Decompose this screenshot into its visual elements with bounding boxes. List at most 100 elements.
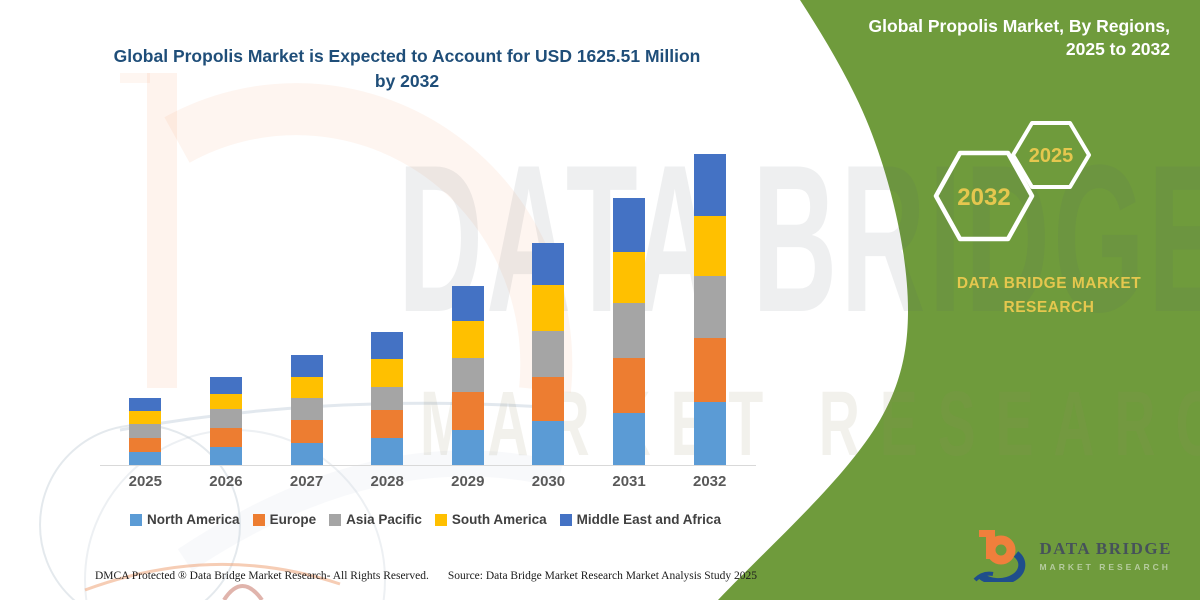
legend-item-south-america: South America [434, 512, 547, 527]
segment-2027-middle-east-and-africa [290, 355, 323, 377]
segment-2026-asia-pacific [209, 409, 242, 429]
bar-slot-2028 [347, 154, 428, 465]
hexagon-2032-label: 2032 [957, 184, 1010, 211]
legend-label: North America [147, 512, 240, 527]
x-axis-label-2030: 2030 [531, 473, 566, 490]
legend-label: Middle East and Africa [576, 512, 721, 527]
segment-2025-north-america [129, 452, 162, 465]
legend-item-north-america: North America [130, 512, 240, 527]
legend-label: Asia Pacific [346, 512, 422, 527]
legend-label: South America [451, 512, 547, 527]
panel-brand-text: DATA BRIDGE MARKET RESEARCH [956, 275, 1142, 317]
legend-swatch [434, 513, 447, 526]
chart-title: Global Propolis Market is Expected to Ac… [113, 46, 701, 91]
legend-swatch [252, 513, 265, 526]
stacked-bar-2025 [129, 398, 162, 465]
segment-2032-asia-pacific [693, 275, 726, 338]
segment-2027-asia-pacific [290, 398, 323, 420]
stacked-bar-2027 [290, 355, 323, 465]
segment-2030-middle-east-and-africa [532, 243, 565, 286]
segment-2025-middle-east-and-africa [129, 398, 162, 411]
segment-2028-europe [371, 410, 404, 438]
legend-swatch [329, 513, 342, 526]
segment-2026-europe [209, 428, 242, 447]
segment-2025-south-america [129, 411, 162, 424]
segment-2029-asia-pacific [451, 357, 484, 392]
segment-2030-south-america [532, 285, 565, 332]
segment-2026-middle-east-and-africa [209, 377, 242, 395]
segment-2031-europe [613, 358, 646, 413]
bar-slot-2025 [105, 154, 186, 465]
segment-2025-asia-pacific [129, 424, 162, 438]
segment-2027-north-america [290, 443, 323, 465]
stacked-bar-2032 [693, 154, 726, 465]
x-axis-label-2025: 2025 [128, 473, 162, 490]
legend-swatch [130, 513, 143, 526]
segment-2029-europe [451, 391, 484, 430]
bar-slot-2030 [508, 154, 589, 465]
segment-2028-north-america [371, 438, 404, 465]
segment-2032-south-america [693, 216, 726, 276]
segment-2031-north-america [613, 413, 646, 465]
segment-2029-south-america [451, 320, 484, 358]
segment-2028-middle-east-and-africa [371, 332, 404, 360]
segment-2029-north-america [451, 430, 484, 465]
segment-2028-south-america [371, 359, 404, 388]
x-axis-label-2026: 2026 [209, 473, 243, 490]
segment-2032-middle-east-and-africa [693, 154, 726, 217]
bar-slot-2029 [428, 154, 509, 465]
stacked-bar-2031 [613, 198, 646, 465]
x-axis-line [100, 465, 756, 466]
segment-2030-europe [532, 377, 565, 421]
x-axis-label-2029: 2029 [451, 473, 485, 490]
plot-area [105, 154, 750, 465]
segment-2030-north-america [532, 421, 565, 465]
dmca-text: DMCA Protected ® Data Bridge Market Rese… [95, 570, 429, 582]
legend-item-asia-pacific: Asia Pacific [329, 512, 422, 527]
x-axis-label-2028: 2028 [370, 473, 404, 490]
segment-2032-north-america [693, 401, 726, 465]
segment-2028-asia-pacific [371, 387, 404, 411]
x-axis-label-2031: 2031 [612, 473, 646, 490]
logo-subtext: MARKET RESEARCH [1039, 561, 1171, 572]
legend: North America Europe Asia Pacific South Ame… [93, 512, 758, 527]
legend-item-middle-east-and-africa: Middle East and Africa [559, 512, 721, 527]
bar-slot-2031 [589, 154, 670, 465]
segment-2026-north-america [209, 447, 242, 465]
hexagon-2025 [1011, 121, 1091, 189]
bar-slot-2032 [669, 154, 750, 465]
panel-title: Global Propolis Market, By Regions, 2025… [868, 16, 1170, 60]
hexagon-2025-label: 2025 [1029, 145, 1074, 167]
stacked-bar-2030 [532, 243, 565, 465]
footer: DMCA Protected ® Data Bridge Market Rese… [95, 570, 757, 582]
source-text: Source: Data Bridge Market Research Mark… [447, 570, 757, 582]
hexagon-2032 [933, 150, 1035, 242]
stacked-bar-2026 [209, 377, 242, 465]
segment-2026-south-america [209, 394, 242, 410]
segment-2027-south-america [290, 377, 323, 398]
segment-2025-europe [129, 438, 162, 452]
bar-slot-2026 [186, 154, 267, 465]
segment-2029-middle-east-and-africa [451, 285, 484, 321]
stacked-bar-2028 [371, 332, 404, 465]
legend-swatch [559, 513, 572, 526]
legend-label: Europe [269, 512, 317, 527]
x-axis-labels: 2025 2026 2027 2028 2029 2030 2031 2032 [105, 473, 750, 490]
x-axis-label-2032: 2032 [693, 473, 727, 490]
bar-slot-2027 [266, 154, 347, 465]
stacked-bar-2029 [451, 285, 484, 465]
databridge-logo: DATA BRIDGE MARKET RESEARCH [973, 528, 1172, 582]
x-axis-label-2027: 2027 [289, 473, 324, 490]
legend-item-europe: Europe [252, 512, 317, 527]
databridge-logo-icon [974, 530, 1026, 582]
logo-name: DATA BRIDGE [1039, 538, 1172, 558]
segment-2031-asia-pacific [613, 303, 646, 359]
segment-2030-asia-pacific [532, 331, 565, 377]
segment-2031-middle-east-and-africa [613, 198, 646, 253]
segment-2032-europe [693, 337, 726, 402]
segment-2027-europe [290, 420, 323, 443]
segment-2031-south-america [613, 252, 646, 304]
